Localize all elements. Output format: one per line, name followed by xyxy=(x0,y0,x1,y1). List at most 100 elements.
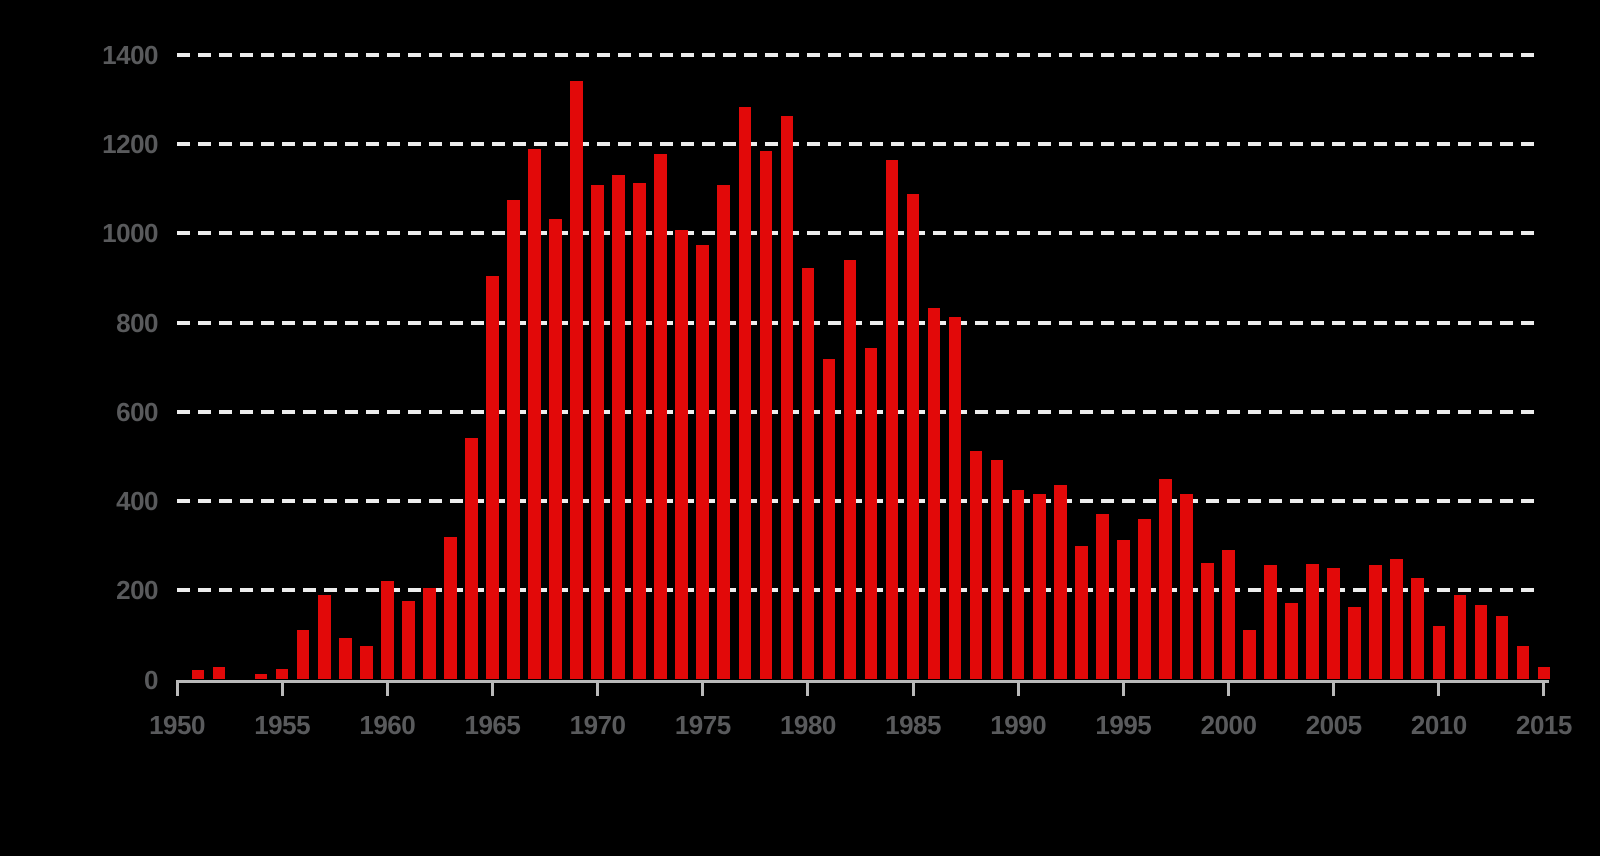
x-tick-label: 2010 xyxy=(1410,710,1467,740)
bar-1965 xyxy=(486,275,499,680)
bar-1995 xyxy=(1117,539,1130,680)
bar-1974 xyxy=(675,229,688,680)
x-tick-2000 xyxy=(1227,682,1230,696)
bar-1954 xyxy=(254,673,268,680)
bar-1999 xyxy=(1201,562,1214,680)
x-tick-1985 xyxy=(911,682,915,696)
bar-1970 xyxy=(591,184,604,680)
bar-1984 xyxy=(885,160,899,680)
bar-2009 xyxy=(1411,577,1425,680)
x-tick-2015 xyxy=(1542,682,1546,696)
bar-1983 xyxy=(864,347,878,680)
x-tick-1980 xyxy=(806,682,810,696)
x-axis-line xyxy=(176,679,1549,683)
x-tick-1990 xyxy=(1016,682,1020,696)
bar-1998 xyxy=(1180,494,1193,680)
bar-2003 xyxy=(1285,603,1298,680)
y-tick-label: 800 xyxy=(116,307,158,338)
y-tick-label: 0 xyxy=(144,664,158,695)
bar-2015 xyxy=(1537,667,1551,680)
y-tick-label: 1000 xyxy=(102,218,158,249)
bar-1981 xyxy=(822,358,836,680)
x-tick-label: 2005 xyxy=(1305,710,1362,740)
bar-1956 xyxy=(296,629,310,680)
bar-2008 xyxy=(1390,558,1404,680)
x-tick-label: 1950 xyxy=(149,710,205,740)
bar-2013 xyxy=(1495,616,1509,680)
x-tick-2005 xyxy=(1332,682,1336,696)
gridline-y-1200 xyxy=(177,142,1538,147)
bar-2012 xyxy=(1474,604,1488,680)
bar-1955 xyxy=(275,669,289,680)
y-tick-label: 600 xyxy=(116,396,158,427)
gridline-y-1400 xyxy=(177,53,1538,57)
bar-1982 xyxy=(843,259,857,680)
x-tick-label: 2015 xyxy=(1516,710,1572,740)
bar-2001 xyxy=(1243,629,1256,680)
bar-1978 xyxy=(759,151,773,680)
bar-1994 xyxy=(1096,513,1109,680)
x-tick-label: 1970 xyxy=(569,710,626,740)
bar-1962 xyxy=(423,587,436,680)
bar-1963 xyxy=(444,536,457,680)
bar-1988 xyxy=(969,450,983,680)
x-tick-1995 xyxy=(1121,682,1125,696)
x-tick-1970 xyxy=(596,682,600,696)
bar-2004 xyxy=(1306,564,1319,680)
y-tick-label: 1400 xyxy=(102,40,158,70)
bar-2006 xyxy=(1348,607,1361,680)
bar-1961 xyxy=(402,600,415,680)
x-tick-label: 1995 xyxy=(1095,710,1152,740)
bar-2005 xyxy=(1327,567,1340,680)
bar-1951 xyxy=(191,669,205,680)
bar-1967 xyxy=(528,149,541,680)
bar-2002 xyxy=(1264,564,1277,680)
x-tick-label: 1955 xyxy=(254,710,311,740)
bar-1980 xyxy=(801,267,815,680)
bar-1993 xyxy=(1074,545,1088,680)
x-tick-label: 1975 xyxy=(674,710,731,740)
x-tick-1965 xyxy=(490,682,494,696)
gridline-y-800 xyxy=(177,320,1538,325)
y-tick-label: 400 xyxy=(116,486,158,517)
x-tick-1960 xyxy=(385,682,389,696)
x-tick-label: 1960 xyxy=(359,710,416,740)
bar-1972 xyxy=(633,183,646,680)
bar-1966 xyxy=(507,200,520,680)
x-tick-1975 xyxy=(701,682,705,696)
bar-1990 xyxy=(1011,489,1025,680)
bar-1957 xyxy=(317,594,331,680)
bar-1952 xyxy=(212,667,226,680)
bar-2011 xyxy=(1453,594,1467,680)
gridline-y-400 xyxy=(177,499,1538,504)
x-tick-label: 1990 xyxy=(990,710,1047,740)
bar-1968 xyxy=(549,218,562,680)
bar-1989 xyxy=(990,459,1004,680)
bar-1991 xyxy=(1032,494,1046,680)
bar-1958 xyxy=(338,638,352,680)
bar-1959 xyxy=(359,646,373,680)
bar-2014 xyxy=(1516,646,1530,680)
gridline-y-600 xyxy=(177,409,1538,414)
bar-2000 xyxy=(1222,549,1235,680)
bar-1977 xyxy=(738,107,752,680)
bar-1975 xyxy=(696,244,710,680)
bar-1976 xyxy=(717,184,731,680)
bar-2010 xyxy=(1432,625,1446,680)
bar-1979 xyxy=(780,115,794,680)
bar-1992 xyxy=(1053,485,1067,680)
bar-1987 xyxy=(948,316,962,680)
bar-1969 xyxy=(570,81,583,680)
x-tick-label: 2000 xyxy=(1200,710,1257,740)
bar-1986 xyxy=(927,307,941,680)
x-tick-label: 1965 xyxy=(464,710,521,740)
gridline-y-200 xyxy=(177,588,1538,593)
x-tick-label: 1985 xyxy=(885,710,941,740)
y-tick-label: 200 xyxy=(116,575,158,606)
bar-1985 xyxy=(906,194,920,680)
x-tick-1950 xyxy=(175,682,179,696)
bar-2007 xyxy=(1369,564,1382,680)
bar-1996 xyxy=(1138,518,1151,680)
x-tick-2010 xyxy=(1437,682,1441,696)
